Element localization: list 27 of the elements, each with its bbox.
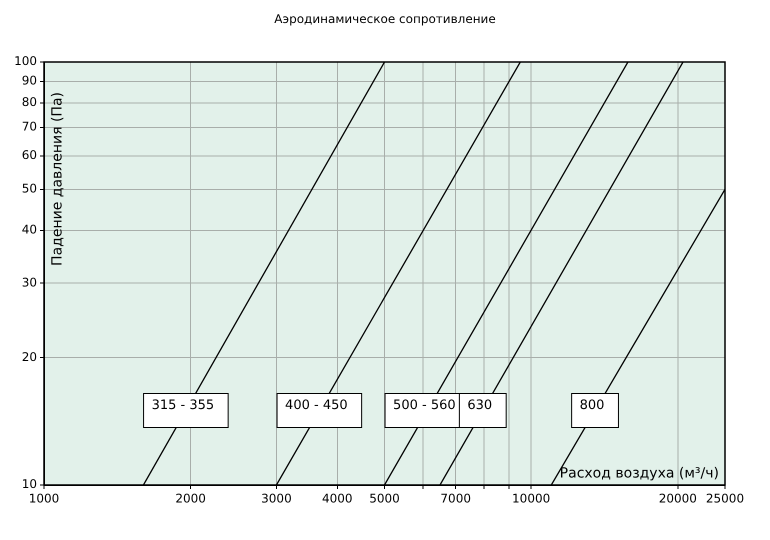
x-tick-label: 7000 [440, 491, 471, 506]
y-tick-label: 90 [22, 73, 37, 88]
series-label: 315 - 355 [152, 398, 214, 413]
series-label: 800 [580, 398, 604, 413]
series-label: 400 - 450 [285, 398, 348, 413]
y-tick-label: 70 [22, 120, 37, 134]
x-tick-label: 4000 [322, 491, 353, 506]
x-tick-label: 10000 [512, 491, 550, 506]
x-tick-label: 25000 [706, 491, 744, 506]
series-label: 630 [467, 398, 492, 413]
x-tick-label: 2000 [175, 491, 206, 506]
x-tick-label: 5000 [369, 491, 400, 506]
x-axis-title: Расход воздуха (м³/ч) [560, 466, 719, 482]
y-axis-title: Падение давления (Па) [50, 92, 66, 266]
x-tick-label: 20000 [658, 491, 697, 506]
y-tick-label: 10 [22, 477, 37, 492]
y-tick-label: 20 [22, 350, 37, 364]
y-tick-label: 100 [14, 54, 37, 68]
series-label: 500 - 560 [393, 398, 456, 413]
chart-title: Аэродинамическое сопротивление [274, 12, 496, 26]
y-tick-label: 50 [22, 181, 37, 196]
y-tick-label: 80 [22, 95, 37, 110]
x-tick-label: 3000 [261, 491, 292, 506]
y-tick-label: 40 [22, 222, 37, 236]
y-tick-label: 60 [22, 148, 37, 162]
x-tick-label: 1000 [28, 491, 60, 506]
y-tick-label: 30 [22, 275, 37, 290]
